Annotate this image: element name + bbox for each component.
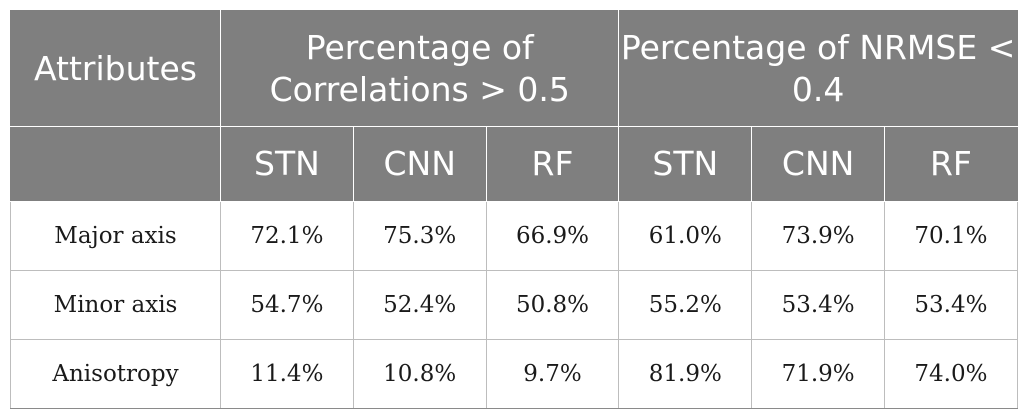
cell-nrmse-stn: 55.2% (618, 270, 753, 340)
cell-corr-cnn: 52.4% (352, 270, 487, 340)
header-row-models: STN CNN RF STN CNN RF (10, 126, 1018, 202)
subheader-corr-stn: STN (220, 126, 354, 202)
subheader-corr-rf: RF (485, 126, 620, 202)
table-row-minor-axis: Minor axis 54.7% 52.4% 50.8% 55.2% 53.4%… (10, 270, 1018, 340)
subheader-nrmse-rf: RF (884, 126, 1018, 202)
cell-nrmse-cnn: 73.9% (751, 201, 886, 271)
subheader-nrmse-stn: STN (618, 126, 753, 202)
table-body: Major axis 72.1% 75.3% 66.9% 61.0% 73.9%… (10, 201, 1018, 409)
row-attribute-label: Minor axis (10, 270, 221, 340)
attributes-subheader-empty (10, 126, 221, 202)
results-table-container: Attributes Percentage of Correlations > … (10, 10, 1018, 409)
cell-corr-cnn: 10.8% (352, 339, 487, 409)
header-row-groups: Attributes Percentage of Correlations > … (10, 10, 1018, 127)
table-row-major-axis: Major axis 72.1% 75.3% 66.9% 61.0% 73.9%… (10, 201, 1018, 271)
cell-corr-stn: 11.4% (220, 339, 354, 409)
cell-nrmse-rf: 70.1% (884, 201, 1018, 271)
row-attribute-label: Anisotropy (10, 339, 221, 409)
cell-corr-cnn: 75.3% (352, 201, 487, 271)
subheader-nrmse-cnn: CNN (751, 126, 886, 202)
results-table: Attributes Percentage of Correlations > … (10, 10, 1018, 409)
cell-corr-rf: 50.8% (485, 270, 620, 340)
cell-nrmse-cnn: 53.4% (751, 270, 886, 340)
nrmse-group-header: Percentage of NRMSE < 0.4 (618, 10, 1018, 127)
subheader-corr-cnn: CNN (352, 126, 487, 202)
correlation-group-header: Percentage of Correlations > 0.5 (219, 10, 620, 127)
table-header: Attributes Percentage of Correlations > … (10, 10, 1018, 202)
cell-nrmse-stn: 61.0% (618, 201, 753, 271)
cell-nrmse-rf: 53.4% (884, 270, 1018, 340)
cell-nrmse-stn: 81.9% (618, 339, 753, 409)
cell-corr-rf: 66.9% (485, 201, 620, 271)
cell-corr-rf: 9.7% (485, 339, 620, 409)
cell-corr-stn: 54.7% (220, 270, 354, 340)
table-row-anisotropy: Anisotropy 11.4% 10.8% 9.7% 81.9% 71.9% … (10, 339, 1018, 409)
cell-nrmse-cnn: 71.9% (751, 339, 886, 409)
attributes-header: Attributes (10, 10, 221, 127)
cell-corr-stn: 72.1% (220, 201, 354, 271)
cell-nrmse-rf: 74.0% (884, 339, 1018, 409)
row-attribute-label: Major axis (10, 201, 221, 271)
